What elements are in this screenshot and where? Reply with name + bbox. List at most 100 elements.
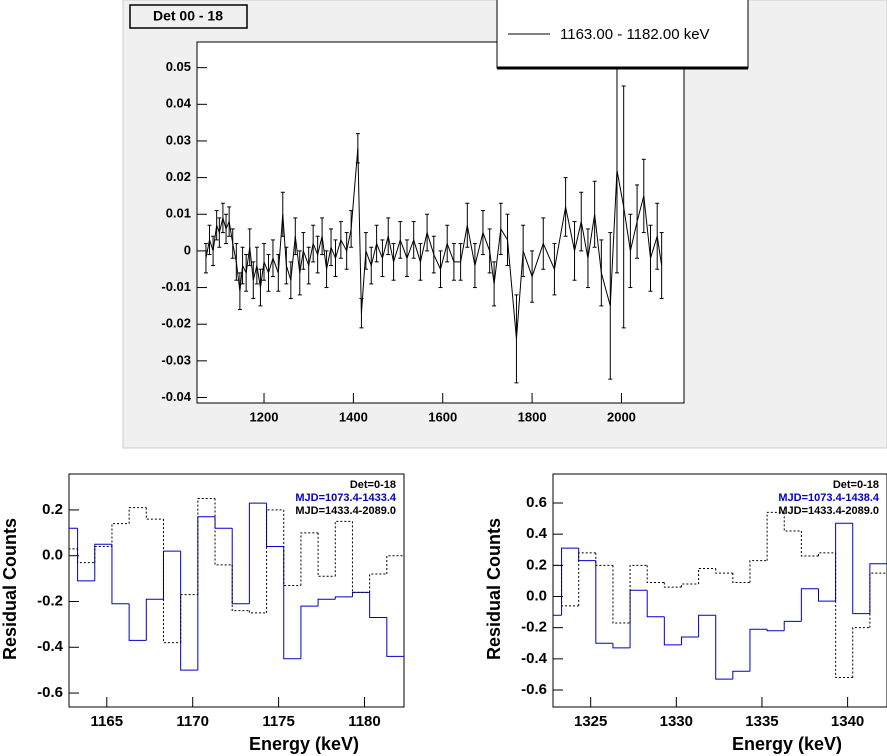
- plot-frame: [196, 41, 685, 404]
- step-bin: [283, 509, 301, 586]
- x-tick-label: 1800: [518, 409, 547, 424]
- step-bin: [612, 643, 631, 649]
- step-bin: [351, 591, 370, 597]
- x-tick-label: 1325: [574, 713, 607, 730]
- legend-label: MJD=1073.4-1433.4: [295, 492, 396, 504]
- step-bin: [111, 544, 130, 605]
- x-tick-label: 1400: [339, 409, 368, 424]
- step-bin: [180, 551, 198, 671]
- y-tick-label: 0.0: [42, 547, 63, 564]
- step-bin: [629, 564, 648, 623]
- x-axis-label: Energy (keV): [249, 734, 359, 754]
- x-tick-label: 1600: [428, 409, 457, 424]
- y-tick-label: -0.02: [161, 316, 191, 331]
- step-bin: [266, 503, 284, 548]
- step-bin: [300, 532, 319, 586]
- y-tick-label: -0.04: [161, 389, 191, 404]
- step-bin: [852, 627, 870, 678]
- step-bin: [77, 528, 95, 582]
- step-bin: [612, 565, 631, 624]
- y-tick-label: -0.6: [37, 684, 63, 701]
- step-bin: [852, 523, 870, 615]
- x-tick-label: 1335: [745, 713, 778, 730]
- step-bin: [248, 502, 267, 604]
- x-tick-label: 1175: [262, 713, 295, 730]
- x-tick-label: 1170: [176, 713, 209, 730]
- step-bin: [197, 497, 216, 595]
- step-bin: [231, 528, 250, 605]
- step-bin: [180, 594, 198, 643]
- plot-area: [553, 511, 887, 680]
- x-tick-label: 1200: [250, 409, 279, 424]
- step-bin: [578, 552, 596, 606]
- y-axis-label: Residual Counts: [0, 518, 20, 660]
- x-tick-label: 1340: [831, 713, 864, 730]
- step-bin: [698, 614, 716, 638]
- step-bin: [94, 543, 112, 581]
- y-axis-label: Residual Counts: [484, 518, 504, 660]
- y-tick-label: -0.4: [37, 638, 64, 655]
- x-tick-label: 1330: [660, 713, 693, 730]
- title-box: [129, 4, 248, 29]
- y-tick-label: 0.02: [166, 169, 191, 184]
- legend-label: MJD=1433.4-2089.0: [295, 505, 396, 517]
- annotation: Det=0-18: [350, 479, 396, 491]
- x-tick-label: 1180: [348, 713, 381, 730]
- annotation: Det=0-18: [833, 479, 879, 491]
- step-bin: [386, 617, 404, 657]
- step-bin: [369, 573, 387, 593]
- step-bin: [732, 573, 750, 583]
- legend-label: MJD=1433.4-2089.0: [778, 505, 879, 517]
- step-bin: [766, 629, 785, 632]
- step-bin: [869, 572, 887, 628]
- step-bin: [145, 598, 164, 641]
- plot-area: [203, 67, 664, 384]
- step-bin: [680, 636, 699, 645]
- step-bin: [128, 507, 147, 524]
- step-bin: [817, 588, 836, 602]
- step-bin: [663, 582, 682, 588]
- step-bin: [715, 615, 733, 680]
- step-bin: [800, 531, 819, 557]
- step-bin: [561, 565, 579, 607]
- y-tick-label: 0.2: [42, 501, 63, 518]
- plot-area: [69, 497, 404, 671]
- step-bin: [800, 588, 819, 622]
- x-axis-label: Energy (keV): [732, 734, 842, 754]
- y-tick-label: -0.4: [521, 650, 548, 667]
- y-tick-label: 0.03: [166, 132, 191, 147]
- legend-label: 1163.00 - 1182.00 keV: [560, 26, 710, 43]
- step-bin: [766, 511, 785, 561]
- step-bin: [248, 610, 267, 614]
- step-bin: [835, 552, 853, 679]
- x-tick-label: 2000: [607, 409, 636, 424]
- step-bin: [300, 605, 319, 659]
- step-bin: [663, 616, 682, 646]
- step-bin: [749, 628, 768, 672]
- step-bin: [561, 547, 579, 616]
- y-tick-label: 0.05: [166, 59, 191, 74]
- step-bin: [231, 564, 250, 612]
- step-bin: [783, 620, 802, 631]
- step-bin: [646, 590, 665, 618]
- step-bin: [317, 598, 336, 607]
- y-tick-label: 0.4: [526, 525, 548, 542]
- step-bin: [715, 568, 733, 574]
- step-bin: [869, 563, 887, 614]
- y-tick-label: 0.2: [526, 556, 547, 573]
- step-bin: [749, 560, 768, 583]
- y-tick-label: 0: [184, 242, 191, 257]
- x-tick-label: 1165: [91, 713, 124, 730]
- step-bin: [77, 548, 95, 564]
- y-tick-label: 0.04: [166, 96, 192, 111]
- data-line: [205, 148, 663, 339]
- y-tick-label: 0.6: [526, 494, 547, 511]
- step-bin: [214, 498, 233, 566]
- step-bin: [698, 567, 716, 585]
- y-tick-label: -0.2: [37, 592, 63, 609]
- plot-frame: [68, 473, 405, 708]
- step-bin: [732, 670, 750, 680]
- step-bin: [162, 519, 181, 644]
- step-bin: [595, 560, 613, 644]
